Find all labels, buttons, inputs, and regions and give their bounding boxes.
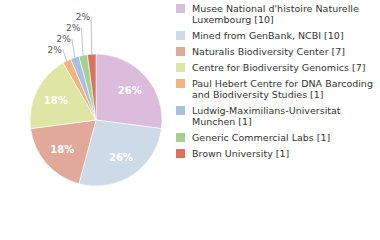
- leader-line: [72, 39, 75, 58]
- legend-label: Mined from GenBank, NCBI [10]: [192, 30, 344, 41]
- pie-slice: [79, 55, 96, 120]
- legend-swatch: [176, 149, 185, 158]
- data-label: 2%: [57, 34, 72, 44]
- legend-label: Generic Commercial Labs [1]: [192, 132, 330, 143]
- leader-line: [91, 17, 93, 54]
- pie-slice: [87, 54, 96, 120]
- legend: Musee National d'histoire NaturelleLuxem…: [176, 3, 373, 159]
- legend-swatch: [176, 106, 185, 115]
- legend-swatch: [176, 47, 185, 56]
- legend-label: Musee National d'histoire NaturelleLuxem…: [192, 3, 359, 25]
- legend-swatch: [176, 79, 185, 88]
- data-label: 26%: [109, 152, 133, 163]
- legend-label: Centre for Biodiversity Genomics [7]: [192, 62, 365, 73]
- legend-swatch: [176, 133, 185, 142]
- leader-line: [81, 28, 83, 56]
- legend-label: Brown University [1]: [192, 148, 289, 159]
- legend-label: Paul Hebert Centre for DNA Barcodingand …: [192, 78, 373, 100]
- data-labels: 26%26%18%18%2%2%2%2%: [44, 12, 142, 163]
- data-label: 18%: [50, 144, 74, 155]
- legend-label: Naturalis Biodiversity Center [7]: [192, 46, 345, 57]
- legend-swatch: [176, 31, 185, 40]
- data-label: 2%: [48, 45, 63, 55]
- data-label: 26%: [118, 85, 142, 96]
- data-label: 2%: [66, 23, 81, 33]
- data-label: 18%: [44, 95, 68, 106]
- legend-swatch: [176, 4, 185, 13]
- pie-slice: [96, 54, 162, 129]
- data-label: 2%: [76, 12, 91, 22]
- legend-swatch: [176, 63, 185, 72]
- legend-label: Ludwig-Maximilians-UniversitatMunchen [1…: [192, 105, 341, 127]
- leader-line: [63, 50, 67, 61]
- pie-slice: [31, 120, 96, 184]
- chart: 26%26%18%18%2%2%2%2%Musee National d'his…: [0, 0, 380, 240]
- slices: [30, 54, 162, 186]
